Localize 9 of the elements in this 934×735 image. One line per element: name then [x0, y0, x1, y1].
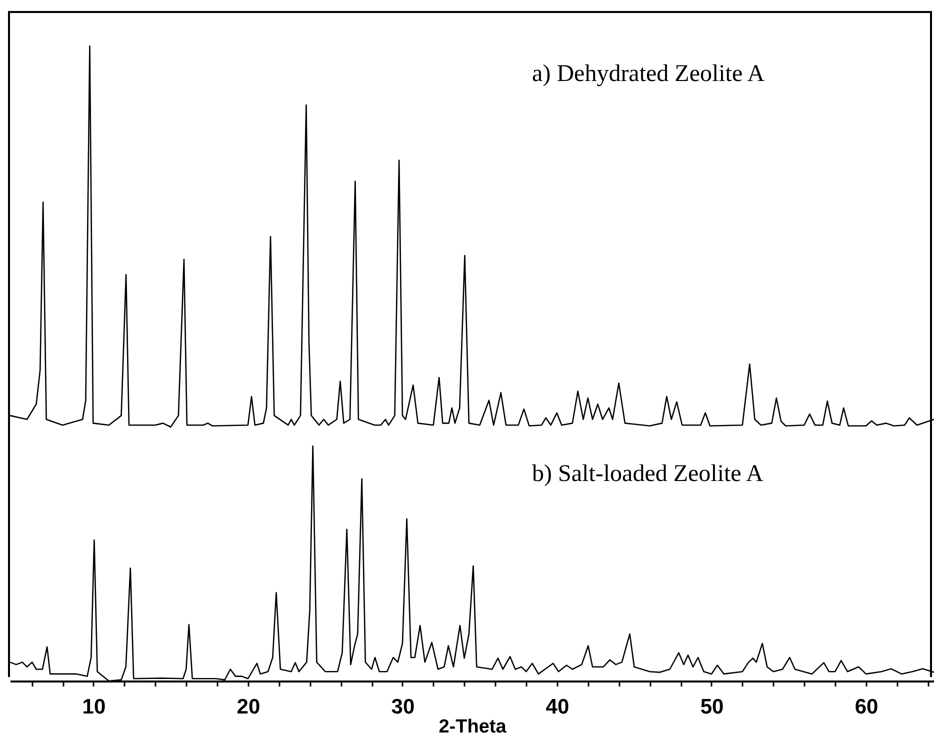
x-axis-title: 2-Theta: [438, 716, 507, 735]
text: a) Dehydrated Zeolite A: [532, 61, 766, 87]
x-tick-label: 50: [700, 696, 724, 718]
x-tick-label: 60: [854, 696, 878, 718]
x-tick-label: 40: [546, 696, 570, 718]
x-tick-label: 20: [236, 696, 260, 718]
x-tick-label: 10: [82, 696, 106, 718]
text: b) Salt-loaded Zeolite A: [532, 461, 764, 487]
x-tick-label: 30: [391, 696, 415, 718]
